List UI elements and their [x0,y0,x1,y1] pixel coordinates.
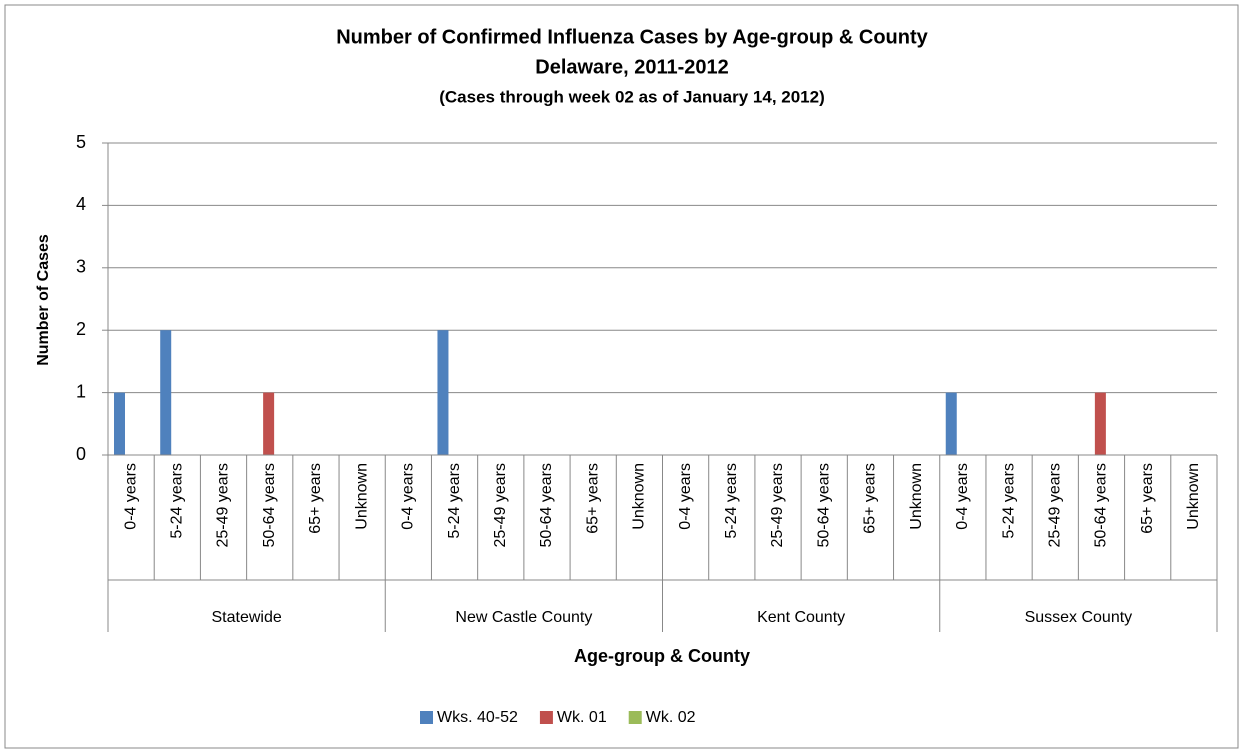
bar [437,330,449,455]
legend-swatch [539,711,553,724]
x-tick-label: 50-64 years [538,463,555,548]
x-tick-label: 0-4 years [677,463,694,530]
group-label: Sussex County [1025,609,1133,626]
chart-border [4,4,1239,749]
group-label: New Castle County [455,609,592,626]
y-tick-label: 5 [76,132,86,152]
y-tick-label: 1 [76,381,86,401]
chart-note: (Cases through week 02 as of January 14,… [439,87,825,106]
chart-title: Number of Confirmed Influenza Cases by A… [336,26,928,48]
x-tick-label: 50-64 years [815,463,832,548]
x-tick-label: 25-49 years [215,463,232,548]
group-label: Kent County [757,609,845,626]
group-label: Statewide [211,609,281,626]
x-tick-label: 65+ years [1139,463,1156,534]
bar [160,330,172,455]
legend-swatch [628,711,642,724]
bar [945,392,957,455]
legend-label: Wks. 40-52 [437,709,518,726]
x-tick-label: Unknown [631,463,648,530]
x-tick-label: 50-64 years [261,463,278,548]
x-tick-label: 25-49 years [492,463,509,548]
x-tick-label: 0-4 years [954,463,971,530]
bar [114,392,125,455]
legend-label: Wk. 02 [646,709,696,726]
legend-swatch [420,711,433,724]
x-tick-label: 50-64 years [1093,463,1110,548]
x-tick-label: 65+ years [862,463,879,534]
x-tick-label: 0-4 years [400,463,417,530]
x-tick-label: Unknown [908,463,925,530]
bar [1094,392,1106,455]
y-tick-label: 4 [76,194,86,214]
y-tick-label: 3 [76,257,86,277]
y-axis-title: Number of Cases [35,234,52,366]
x-tick-label: Unknown [353,463,370,530]
x-tick-label: 5-24 years [446,463,463,539]
x-tick-label: 65+ years [307,463,324,534]
x-axis-title: Age-group & County [574,646,750,666]
legend-label: Wk. 01 [557,709,607,726]
y-tick-label: 0 [76,444,86,464]
x-tick-label: 5-24 years [1000,463,1017,539]
x-tick-label: 25-49 years [769,463,786,548]
bar [263,392,275,455]
x-tick-label: Unknown [1185,463,1202,530]
chart-subtitle: Delaware, 2011-2012 [535,56,729,78]
x-tick-label: 0-4 years [122,463,139,530]
x-tick-label: 25-49 years [1046,463,1063,548]
x-tick-label: 5-24 years [169,463,186,539]
x-tick-label: 5-24 years [723,463,740,539]
x-tick-label: 65+ years [584,463,601,534]
y-tick-label: 2 [76,319,86,339]
